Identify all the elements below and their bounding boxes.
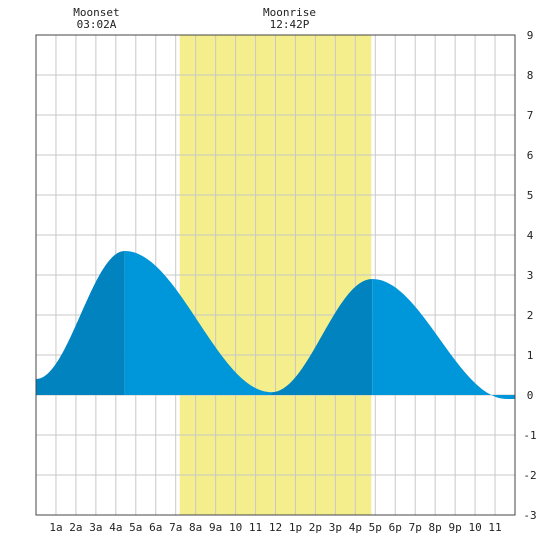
tide-falling-segment <box>372 279 508 399</box>
plot-border <box>35 34 516 516</box>
y-tick-label: -1 <box>523 429 536 442</box>
x-tick-label: 5a <box>129 521 142 534</box>
tide-falling-segment <box>124 251 272 395</box>
x-tick-label: 6p <box>389 521 402 534</box>
y-tick-label: -2 <box>523 469 536 482</box>
x-tick-label: 1a <box>49 521 62 534</box>
moon-event-time: 03:02A <box>77 18 117 31</box>
moon-event-title: Moonset <box>73 6 119 19</box>
y-tick-label: 3 <box>527 269 534 282</box>
x-tick-label: 8a <box>189 521 202 534</box>
x-tick-label: 5p <box>369 521 382 534</box>
x-tick-label: 2a <box>69 521 82 534</box>
y-axis-ticks: 9 8 7 6 5 4 3 2 1 0 -1 -2 -3 <box>523 29 536 522</box>
tide-falling-segment <box>507 395 515 399</box>
x-tick-label: 7p <box>409 521 422 534</box>
x-tick-label: 11 <box>488 521 501 534</box>
y-tick-label: 8 <box>527 69 534 82</box>
x-tick-label: 2p <box>309 521 322 534</box>
y-tick-label: 4 <box>527 229 534 242</box>
y-tick-label: 9 <box>527 29 534 42</box>
y-tick-label: 5 <box>527 189 534 202</box>
tide-rising-segment <box>36 251 125 395</box>
y-tick-label: 1 <box>527 349 534 362</box>
x-axis-ticks: 1a 2a 3a 4a 5a 6a 7a 8a 9a 10 11 12 1p 2p 3p 4p 5p 6p 7p 8p… <box>49 521 501 534</box>
y-tick-label: 0 <box>527 389 534 402</box>
x-tick-label: 12 <box>269 521 282 534</box>
x-tick-label: 9p <box>449 521 462 534</box>
x-tick-label: 3a <box>89 521 102 534</box>
x-tick-label: 1p <box>289 521 302 534</box>
x-tick-label: 10 <box>468 521 481 534</box>
y-tick-label: 6 <box>527 149 534 162</box>
y-tick-label: 2 <box>527 309 534 322</box>
x-tick-label: 4p <box>349 521 362 534</box>
x-tick-label: 8p <box>429 521 442 534</box>
x-tick-label: 4a <box>109 521 122 534</box>
x-tick-label: 6a <box>149 521 162 534</box>
moon-event-time: 12:42P <box>270 18 310 31</box>
x-tick-label: 10 <box>229 521 242 534</box>
grid <box>35 34 516 516</box>
x-tick-label: 3p <box>329 521 342 534</box>
y-tick-label: 7 <box>527 109 534 122</box>
x-tick-label: 7a <box>169 521 182 534</box>
plot-frame <box>35 34 516 516</box>
x-tick-label: 9a <box>209 521 222 534</box>
y-tick-label: -3 <box>523 509 536 522</box>
tide-area <box>36 251 515 399</box>
tide-rising-segment <box>271 279 373 395</box>
moon-event-title: Moonrise <box>263 6 316 19</box>
x-tick-label: 11 <box>249 521 262 534</box>
